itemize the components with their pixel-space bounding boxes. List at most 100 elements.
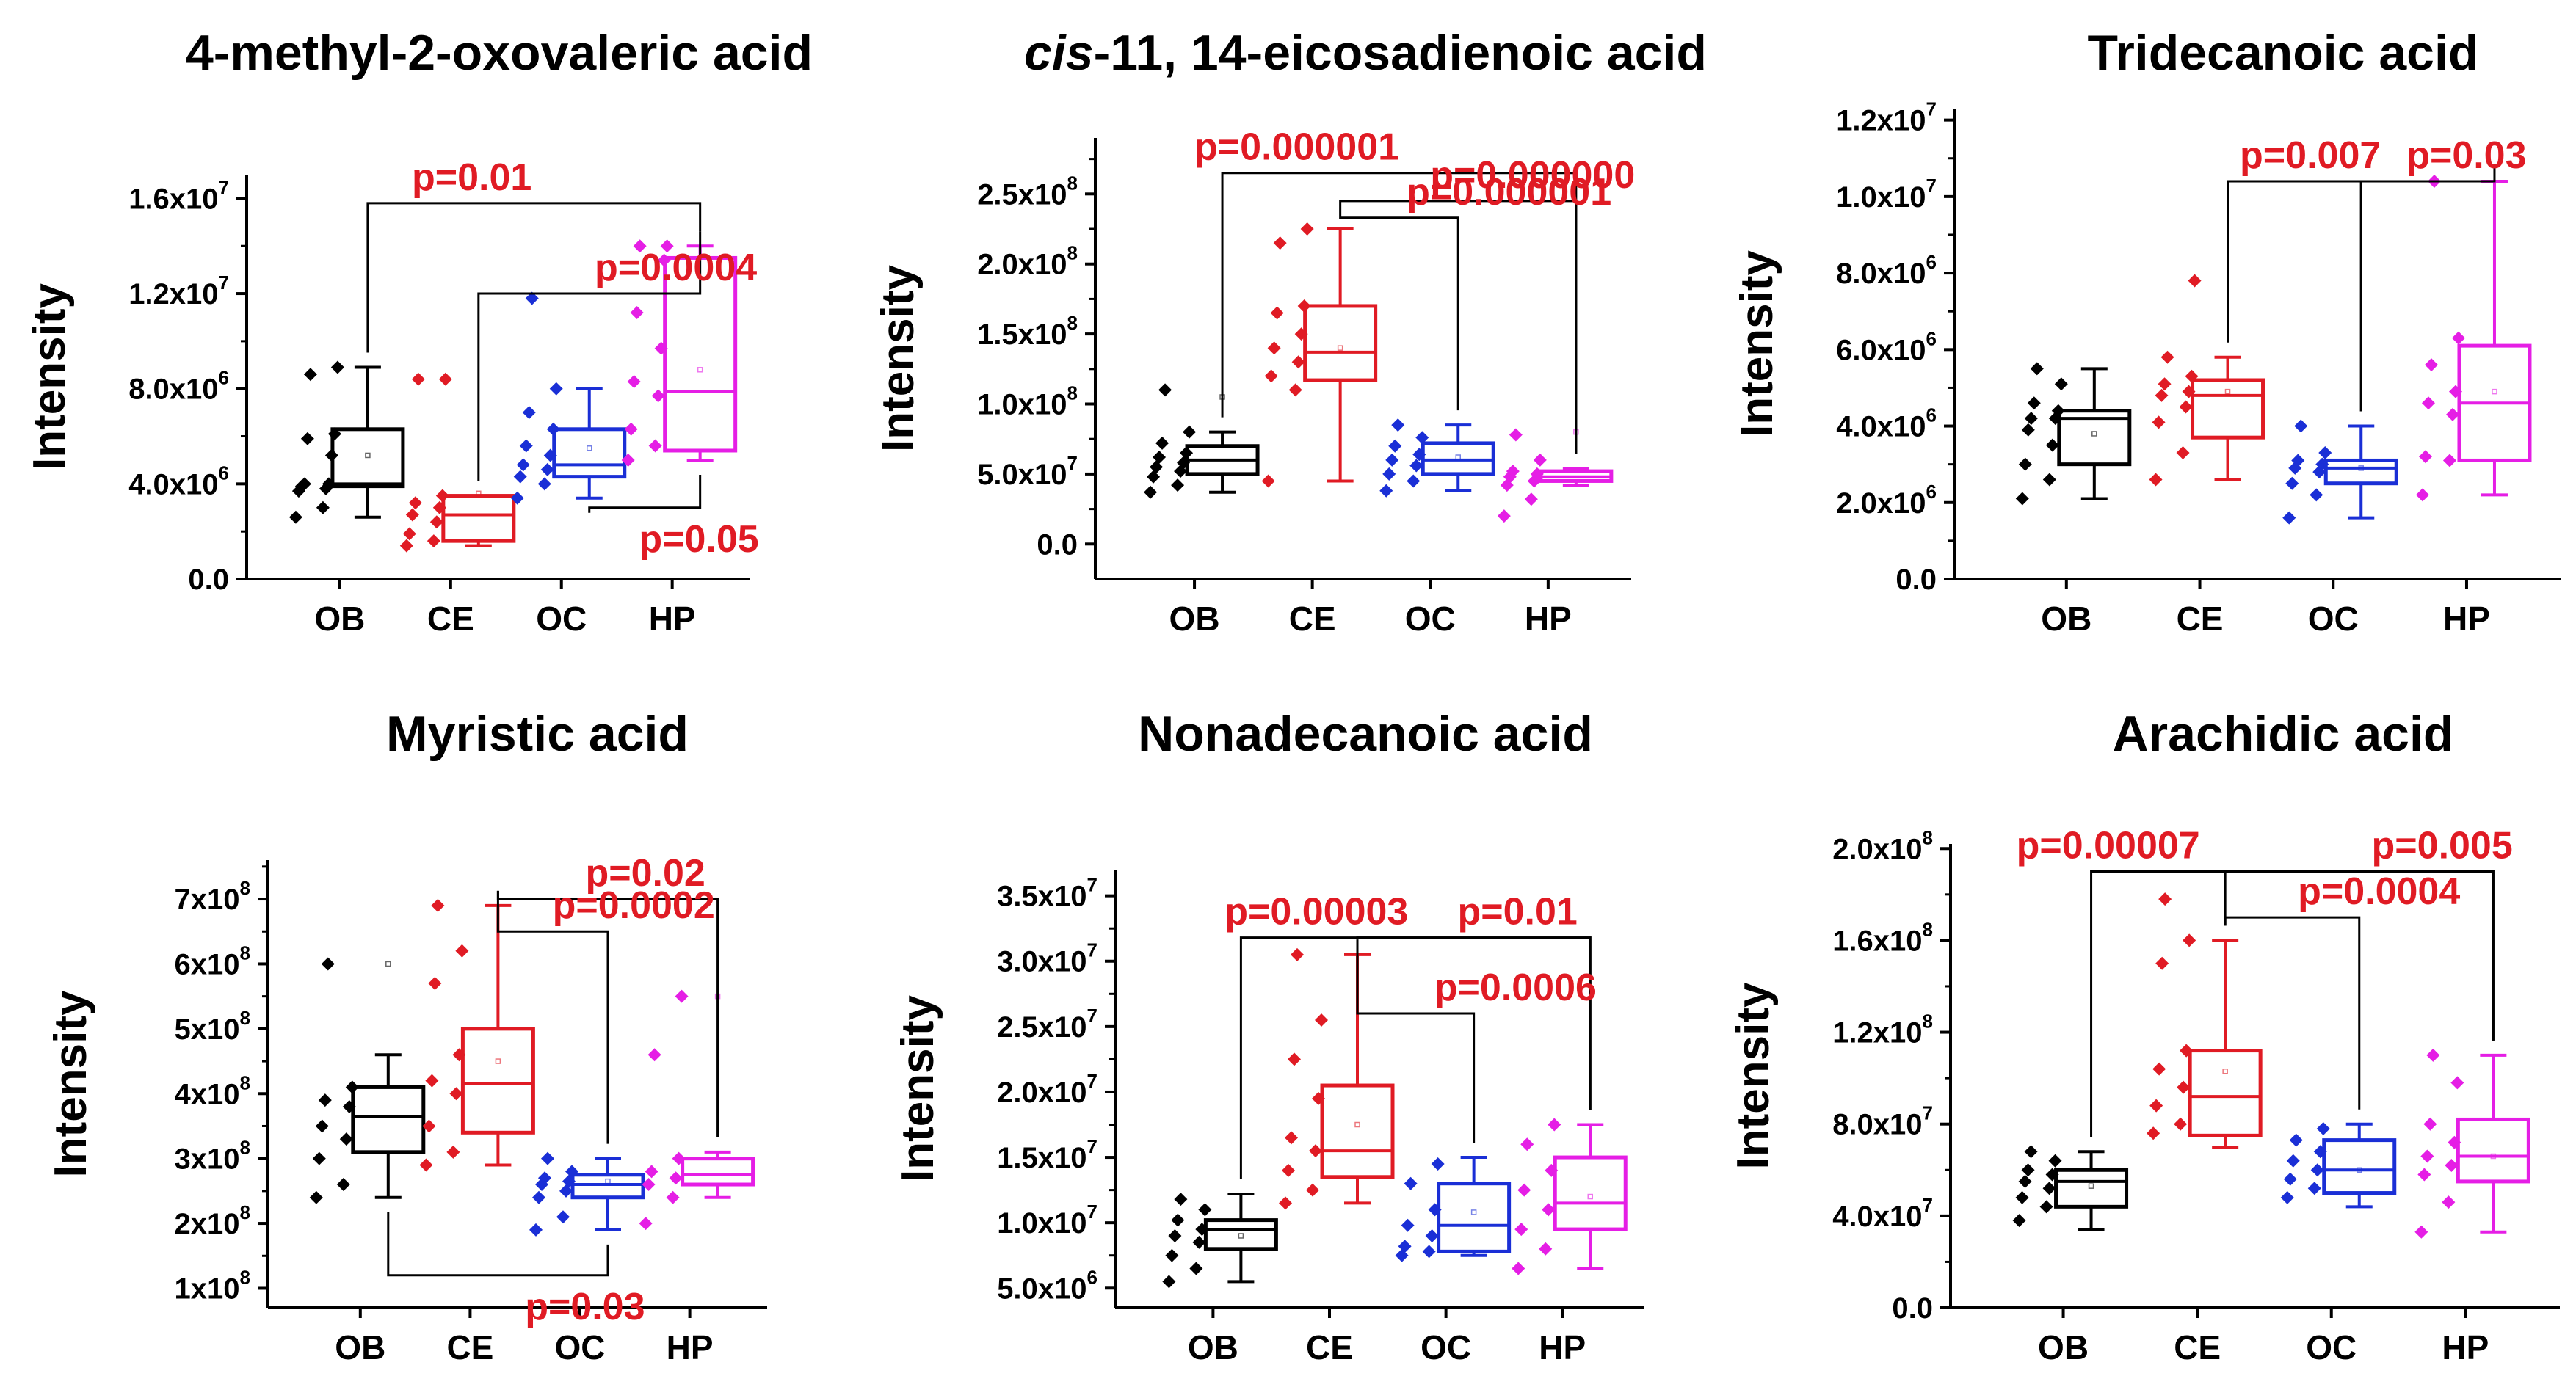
y-tick-mantissa: 1.2x10 — [1836, 105, 1926, 137]
y-tick-mantissa: 6.0x10 — [1836, 334, 1926, 366]
box-iqr — [2191, 378, 2265, 440]
y-tick-exponent: 6 — [1926, 404, 1937, 426]
y-tick-exponent: 6 — [1926, 327, 1937, 349]
data-point — [2421, 396, 2435, 410]
y-tick-label: 2.0x107 — [997, 1070, 1097, 1109]
x-category-label: HP — [1525, 600, 1572, 638]
box-mean — [2358, 465, 2364, 471]
significance-bracket: p=0.000001 — [1339, 171, 1611, 411]
data-point — [1506, 465, 1520, 478]
y-tick-exponent: 6 — [1926, 251, 1937, 273]
y-tick-exponent: 8 — [240, 1007, 250, 1029]
box-mean — [385, 961, 391, 967]
significance-bracket: p=0.01 — [1356, 891, 1592, 1110]
y-tick-exponent: 8 — [240, 942, 250, 964]
data-point — [2442, 454, 2456, 467]
y-tick-exponent: 8 — [240, 1137, 250, 1159]
data-point — [449, 1087, 463, 1101]
box-mean — [1354, 1121, 1360, 1128]
y-tick-label: 2.5x107 — [997, 1005, 1097, 1044]
data-point — [645, 1165, 658, 1179]
data-point — [429, 515, 443, 529]
data-point — [624, 422, 638, 436]
data-point — [639, 1217, 653, 1231]
data-point — [1306, 1183, 1320, 1197]
y-tick-exponent: 7 — [1067, 452, 1078, 474]
box-mean — [2224, 388, 2231, 395]
x-category-label: OC — [536, 600, 587, 638]
box-ce — [1261, 222, 1378, 488]
significance-bracket: p=0.0006 — [1356, 939, 1597, 1143]
data-point — [510, 491, 524, 505]
data-point — [1415, 431, 1429, 445]
chart-panel-5: Nonadecanoic acidIntensity5.0x1061.0x107… — [893, 706, 1644, 1366]
data-point — [537, 477, 551, 491]
data-point — [2024, 1145, 2038, 1159]
data-point — [1282, 1163, 1296, 1177]
y-tick-mantissa: 2.0x10 — [1836, 487, 1926, 520]
box-mean — [697, 367, 703, 373]
y-tick-label: 8.0x106 — [128, 367, 229, 406]
y-tick-exponent: 6 — [1926, 481, 1937, 503]
y-tick-label: 2.0x108 — [977, 242, 1078, 281]
bracket-line — [2227, 180, 2362, 412]
data-point — [300, 432, 314, 445]
data-point — [297, 477, 311, 491]
data-point — [627, 374, 641, 388]
data-point — [2415, 488, 2429, 502]
box-ob — [1144, 383, 1260, 499]
box-ce — [1279, 947, 1395, 1210]
y-tick-mantissa: 1.5x10 — [997, 1142, 1086, 1174]
data-point — [2048, 1154, 2062, 1168]
y-tick-label: 1x108 — [175, 1266, 250, 1305]
y-tick-mantissa: 2.0x10 — [1832, 833, 1922, 865]
data-point — [1398, 1240, 1412, 1253]
data-point — [541, 1151, 554, 1165]
y-tick-mantissa: 1.6x10 — [1832, 925, 1922, 957]
data-point — [1385, 453, 1399, 467]
y-tick-exponent: 8 — [240, 877, 250, 899]
data-point — [2021, 423, 2035, 437]
box-hp — [2415, 175, 2532, 502]
data-point — [2147, 1126, 2160, 1140]
box-iqr — [2323, 458, 2398, 486]
data-point — [1171, 478, 1185, 492]
box-mean — [2492, 388, 2497, 395]
significance-bracket: p=0.0004 — [2224, 870, 2460, 1110]
y-axis-label: Intensity — [873, 265, 924, 452]
y-tick-label: 6x108 — [175, 942, 250, 980]
bracket-line — [588, 474, 702, 513]
p-value-label: p=0.0006 — [1434, 967, 1597, 1009]
y-tick-label: 7x108 — [175, 877, 250, 916]
y-tick-mantissa: 4.0x10 — [128, 468, 218, 500]
y-axis-label: Intensity — [1728, 982, 1779, 1169]
data-point — [2451, 331, 2465, 345]
data-point — [2280, 1190, 2294, 1204]
data-point — [428, 976, 442, 990]
data-point — [405, 508, 419, 522]
y-tick-label: 5.0x106 — [997, 1266, 1097, 1305]
box-hp — [639, 989, 755, 1231]
data-point — [2149, 473, 2163, 487]
y-tick-label: 4x108 — [175, 1071, 250, 1110]
data-point — [1171, 1213, 1185, 1227]
bracket-line — [496, 890, 609, 1144]
data-point — [525, 291, 539, 305]
y-tick-label: 1.5x108 — [977, 312, 1078, 351]
data-point — [516, 458, 530, 472]
data-point — [1391, 418, 1405, 432]
data-point — [330, 360, 344, 374]
box-mean — [2357, 1167, 2362, 1173]
y-tick-exponent: 7 — [1087, 1135, 1097, 1157]
data-point — [1174, 1193, 1188, 1206]
data-point — [2018, 457, 2032, 471]
p-value-label: p=0.005 — [2372, 825, 2513, 867]
x-category-label: OB — [314, 600, 365, 638]
box-iqr — [460, 1027, 535, 1135]
data-point — [529, 1223, 543, 1237]
box-oc — [2282, 419, 2398, 525]
p-value-label: p=0.00007 — [2017, 825, 2200, 867]
y-tick-exponent: 7 — [219, 272, 229, 294]
chart-title: Nonadecanoic acid — [1138, 706, 1593, 762]
y-tick-label: 3x108 — [175, 1137, 250, 1176]
